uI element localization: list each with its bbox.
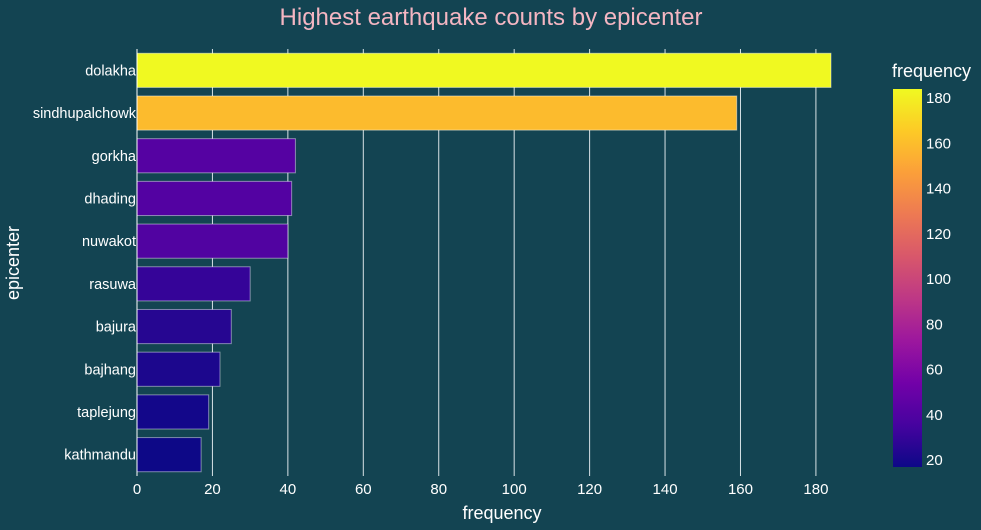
- bar-bajura[interactable]: [136, 308, 232, 345]
- bar-taplejung[interactable]: [136, 394, 210, 430]
- y-tick-label-dolakha: dolakha: [85, 63, 137, 79]
- colorbar-tick-label: 40: [926, 407, 943, 424]
- x-tick-label: 100: [502, 481, 527, 498]
- y-tick-label-nuwakot: nuwakot: [82, 234, 136, 250]
- x-axis-title: frequency: [462, 503, 541, 523]
- bar-sindhupalchowk[interactable]: [136, 95, 738, 131]
- y-tick-label-sindhupalchowk: sindhupalchowk: [33, 106, 137, 122]
- y-tick-label-taplejung: taplejung: [77, 405, 136, 421]
- y-tick-label-kathmandu: kathmandu: [64, 448, 136, 464]
- chart-title: Highest earthquake counts by epicenter: [280, 4, 703, 31]
- colorbar: [893, 89, 922, 467]
- bar-kathmandu[interactable]: [136, 437, 202, 473]
- y-axis-title: epicenter: [3, 226, 23, 300]
- x-tick-label: 120: [577, 481, 602, 498]
- x-tick-label: 0: [133, 481, 141, 498]
- colorbar-tick-label: 120: [926, 226, 951, 243]
- colorbar-tick-label: 160: [926, 135, 951, 152]
- bar-gorkha[interactable]: [136, 138, 296, 174]
- x-tick-labels: 0 20 40 60 80 100 120 140 160 180: [133, 481, 829, 498]
- colorbar-tick-label: 20: [926, 452, 943, 469]
- colorbar-tick-labels: 20 40 60 80 100 120 140 160 180: [926, 90, 951, 469]
- colorbar-tick-label: 60: [926, 362, 943, 379]
- bar-nuwakot[interactable]: [136, 223, 289, 259]
- bars: [136, 52, 832, 473]
- x-tick-label: 40: [280, 481, 297, 498]
- bar-rasuwa[interactable]: [136, 266, 251, 302]
- y-tick-label-bajura: bajura: [96, 320, 137, 336]
- colorbar-tick-label: 140: [926, 181, 951, 198]
- x-tick-label: 80: [430, 481, 447, 498]
- colorbar-title: frequency: [892, 61, 971, 81]
- x-tick-label: 180: [803, 481, 828, 498]
- colorbar-tick-label: 100: [926, 271, 951, 288]
- colorbar-tick-label: 80: [926, 316, 943, 333]
- bar-bajhang[interactable]: [136, 351, 221, 387]
- x-tick-label: 140: [653, 481, 678, 498]
- colorbar-tick-label: 180: [926, 90, 951, 107]
- y-tick-label-rasuwa: rasuwa: [89, 277, 137, 293]
- x-tick-label: 160: [728, 481, 753, 498]
- y-tick-label-bajhang: bajhang: [84, 362, 136, 378]
- x-tick-label: 20: [204, 481, 221, 498]
- bar-dhading[interactable]: [136, 180, 293, 217]
- x-tick-label: 60: [355, 481, 372, 498]
- y-tick-label-dhading: dhading: [84, 191, 136, 207]
- y-tick-labels: dolakha sindhupalchowk gorkha dhading nuwako…: [33, 63, 137, 463]
- bar-dolakha[interactable]: [136, 52, 832, 88]
- y-tick-label-gorkha: gorkha: [92, 149, 137, 165]
